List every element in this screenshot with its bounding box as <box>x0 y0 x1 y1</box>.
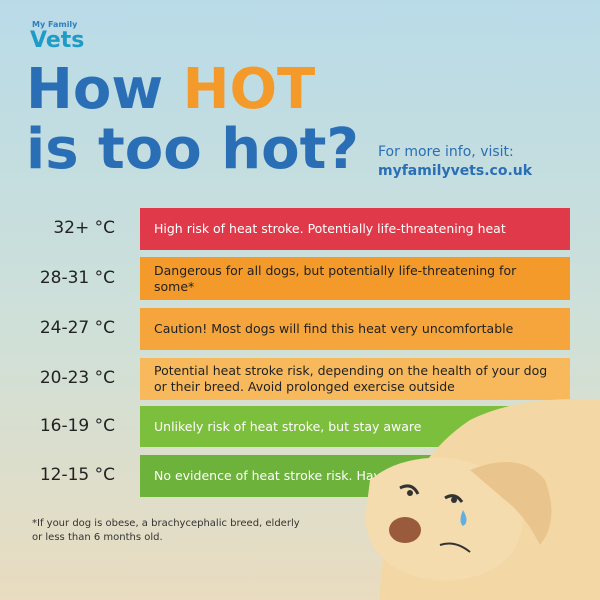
brand-small: My Family <box>32 20 78 29</box>
brand-name: Vets <box>30 28 85 53</box>
temp-range: 16-19 °C <box>39 415 115 436</box>
risk-box: Dangerous for all dogs, but potentially … <box>140 257 570 300</box>
temp-range: 12-15 °C <box>39 465 115 485</box>
risk-box: No evidence of heat stroke risk. Have fu… <box>140 455 570 497</box>
info-text: For more info, visit: <box>378 144 514 160</box>
temp-range: 24-27 °C <box>39 318 115 338</box>
footnote: *If your dog is obese, a brachycephalic … <box>32 518 300 543</box>
temp-range: 20-23 °C <box>39 368 115 388</box>
title-word: How <box>26 57 164 122</box>
temp-range: 28-31 °C <box>39 267 115 288</box>
info-url: myfamilyvets.co.uk <box>378 163 533 179</box>
title-hot: HOT <box>182 57 316 122</box>
title-line: is too hot? <box>26 117 359 182</box>
risk-box: Caution! Most dogs will find this heat v… <box>140 308 570 350</box>
temp-range: 32+ °C <box>53 218 115 238</box>
risk-box: Unlikely risk of heat stroke, but stay a… <box>140 406 570 447</box>
title-line: How HOT <box>26 58 315 122</box>
risk-box: Potential heat stroke risk, depending on… <box>140 358 570 400</box>
risk-box: High risk of heat stroke. Potentially li… <box>140 208 570 250</box>
